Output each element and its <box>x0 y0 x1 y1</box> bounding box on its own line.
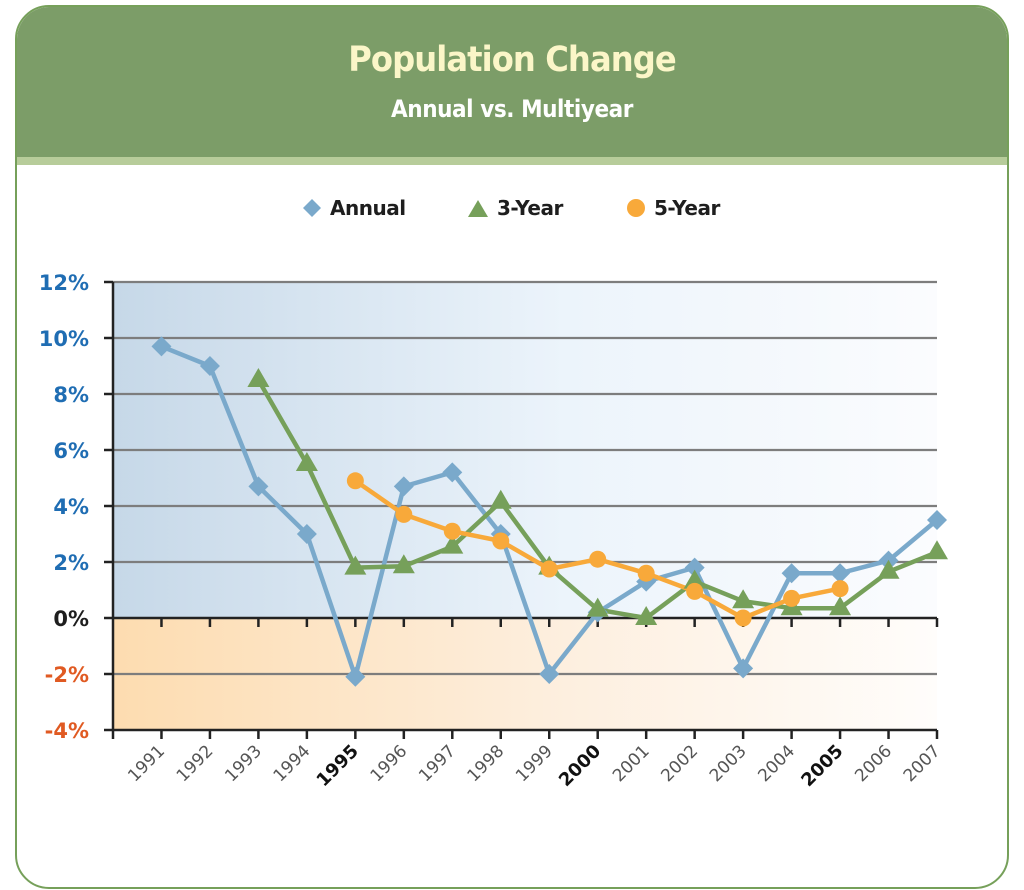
data-point-annual <box>442 462 463 483</box>
data-point-5-year <box>540 560 558 578</box>
data-point-3-year <box>586 597 609 617</box>
data-point-annual <box>345 666 366 687</box>
x-tick-label: 2006 <box>851 741 896 786</box>
data-point-5-year <box>492 532 510 550</box>
x-tick-label: 1993 <box>221 741 266 786</box>
data-point-5-year <box>686 582 704 600</box>
legend-item-3-year: 3-Year <box>467 190 563 226</box>
data-point-3-year <box>392 554 415 574</box>
data-point-5-year <box>637 564 655 582</box>
y-tick-label: -2% <box>45 663 89 687</box>
y-tick-label: 2% <box>53 551 89 575</box>
header-divider <box>17 157 1007 165</box>
data-point-annual <box>830 563 851 584</box>
x-tick-label: 2005 <box>797 741 847 791</box>
data-point-annual <box>248 476 269 497</box>
data-point-5-year <box>734 609 752 627</box>
data-point-3-year <box>344 555 367 575</box>
chart-subtitle: Annual vs. Multiyear <box>391 95 633 123</box>
data-point-annual <box>393 476 414 497</box>
y-tick-label: 4% <box>53 495 89 519</box>
circle-marker-icon <box>627 199 645 217</box>
diamond-marker-icon <box>303 199 321 217</box>
chart-header: Population Change Annual vs. Multiyear <box>17 7 1007 157</box>
data-point-5-year <box>443 522 461 540</box>
x-tick-label: 1992 <box>173 741 218 786</box>
data-point-annual <box>927 510 947 530</box>
data-point-3-year <box>926 540 948 560</box>
y-tick-label: 0% <box>53 607 89 631</box>
data-point-3-year <box>732 589 755 609</box>
y-tick-label: 8% <box>53 383 89 407</box>
x-tick-label: 1999 <box>512 741 557 786</box>
data-point-annual <box>733 658 754 679</box>
chart-title: Population Change <box>348 40 677 80</box>
y-tick-label: -4% <box>45 719 89 743</box>
data-point-annual <box>539 664 560 684</box>
data-point-3-year <box>683 569 706 589</box>
x-tick-label: 2007 <box>900 741 945 786</box>
data-point-annual <box>199 356 220 376</box>
x-tick-label: 1991 <box>124 741 169 786</box>
x-tick-label: 1997 <box>415 741 460 786</box>
data-point-5-year <box>346 472 364 490</box>
x-tick-label: 1995 <box>313 741 363 791</box>
data-point-3-year <box>489 489 512 509</box>
data-point-3-year <box>635 606 658 625</box>
legend-label-annual: Annual <box>330 196 406 220</box>
data-point-annual <box>296 524 317 544</box>
data-point-3-year <box>295 452 318 471</box>
x-tick-label: 2002 <box>657 741 702 786</box>
x-tick-label: 2003 <box>706 741 751 786</box>
data-point-annual <box>684 557 705 578</box>
legend-label-5-year: 5-Year <box>654 196 720 220</box>
data-point-3-year <box>877 559 900 579</box>
chart-legend: Annual 3-Year 5-Year <box>0 190 1024 226</box>
data-point-annual <box>151 336 172 357</box>
y-tick-label: 6% <box>53 439 89 463</box>
legend-item-annual: Annual <box>302 190 406 226</box>
data-point-5-year <box>395 505 413 523</box>
x-tick-label: 2001 <box>609 741 654 786</box>
data-point-3-year <box>829 596 852 616</box>
x-tick-label: 1996 <box>367 741 412 786</box>
x-tick-label: 1998 <box>464 741 509 786</box>
legend-item-5-year: 5-Year <box>626 190 720 226</box>
data-point-5-year <box>783 589 801 607</box>
y-tick-label: 10% <box>39 327 89 351</box>
legend-label-3-year: 3-Year <box>497 196 563 220</box>
x-tick-label: 1994 <box>270 741 315 786</box>
x-tick-label: 2004 <box>754 741 799 786</box>
data-point-annual <box>781 563 802 584</box>
data-point-3-year <box>247 368 270 387</box>
x-tick-label: 2000 <box>555 741 605 791</box>
data-point-5-year <box>831 580 849 598</box>
y-tick-label: 12% <box>39 271 89 295</box>
data-point-3-year <box>441 534 464 554</box>
data-point-5-year <box>589 550 607 568</box>
triangle-marker-icon <box>468 200 488 217</box>
